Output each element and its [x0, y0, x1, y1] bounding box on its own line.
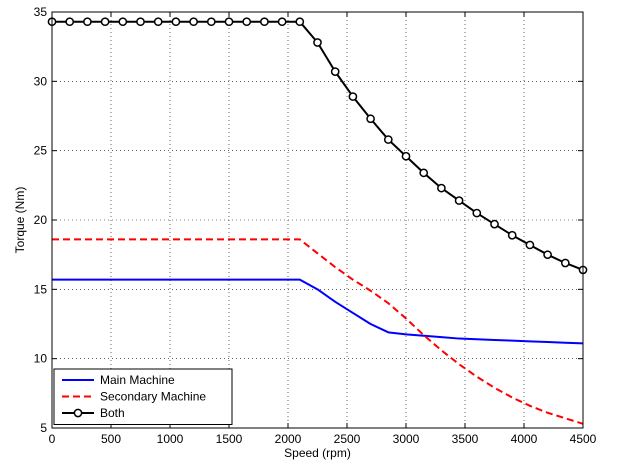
y-tick-label: 25	[34, 144, 48, 158]
data-point-both	[419, 168, 429, 178]
data-point-both	[277, 17, 287, 27]
y-tick-label: 35	[34, 5, 48, 19]
data-point-both	[171, 17, 181, 27]
x-tick-label: 2500	[334, 432, 361, 446]
tick-labels: 0 500 1000 1500 2000 2500 3000 3500 4000 4500 5 10 1…	[34, 5, 597, 446]
x-tick-label: 4500	[570, 432, 597, 446]
x-axis-label: Speed (rpm)	[284, 446, 351, 460]
data-point-both	[560, 258, 570, 268]
data-point-both	[224, 17, 234, 27]
data-point-both	[383, 135, 393, 144]
y-tick-label: 10	[34, 352, 48, 366]
data-point-both	[490, 219, 499, 229]
legend-label-secondary-machine: Secondary Machine	[100, 390, 206, 404]
y-tick-label: 15	[34, 282, 48, 296]
data-point-both	[83, 17, 92, 27]
x-tick-label: 500	[101, 432, 121, 446]
y-axis-label: Torque (Nm)	[13, 187, 27, 254]
data-point-both	[437, 183, 446, 193]
x-tick-label: 3500	[452, 432, 479, 446]
x-tick-label: 3000	[393, 432, 420, 446]
data-point-both	[65, 17, 75, 27]
data-point-both	[100, 17, 110, 27]
data-point-both	[366, 114, 375, 124]
series-line-secondary-machine	[52, 238, 584, 425]
x-tick-label: 1500	[216, 432, 243, 446]
data-point-both	[507, 230, 517, 240]
x-tick-label: 1000	[157, 432, 184, 446]
data-point-both	[118, 17, 128, 27]
y-tick-label: 5	[40, 421, 47, 435]
data-point-both	[348, 92, 358, 101]
plot-background	[52, 12, 583, 428]
y-tick-label: 30	[34, 74, 48, 88]
data-point-both	[295, 17, 305, 27]
legend: Main Machine Secondary Machine Both	[53, 368, 233, 425]
data-point-both	[136, 17, 145, 27]
data-point-both	[260, 17, 269, 27]
x-tick-label: 0	[49, 432, 56, 446]
data-point-both	[206, 17, 216, 27]
series-line-main-machine	[52, 278, 584, 345]
legend-label-main-machine: Main Machine	[100, 373, 175, 387]
x-tick-label: 4000	[511, 432, 538, 446]
data-point-both	[543, 250, 552, 260]
data-point-both	[454, 196, 464, 205]
data-point-both	[401, 151, 411, 161]
data-point-both	[189, 17, 198, 27]
data-point-both	[525, 240, 535, 250]
grid-lines	[52, 12, 583, 428]
data-point-both	[472, 208, 482, 218]
legend-box	[53, 368, 233, 425]
data-point-both	[242, 17, 252, 27]
data-point-both	[330, 67, 340, 76]
data-point-both	[153, 17, 163, 27]
data-point-both	[313, 38, 322, 47]
x-tick-label: 2000	[275, 432, 302, 446]
plot-area	[52, 12, 583, 428]
axes	[51, 11, 584, 429]
legend-marker-both	[73, 408, 83, 418]
legend-label-both: Both	[100, 406, 125, 420]
y-tick-label: 20	[34, 213, 48, 227]
